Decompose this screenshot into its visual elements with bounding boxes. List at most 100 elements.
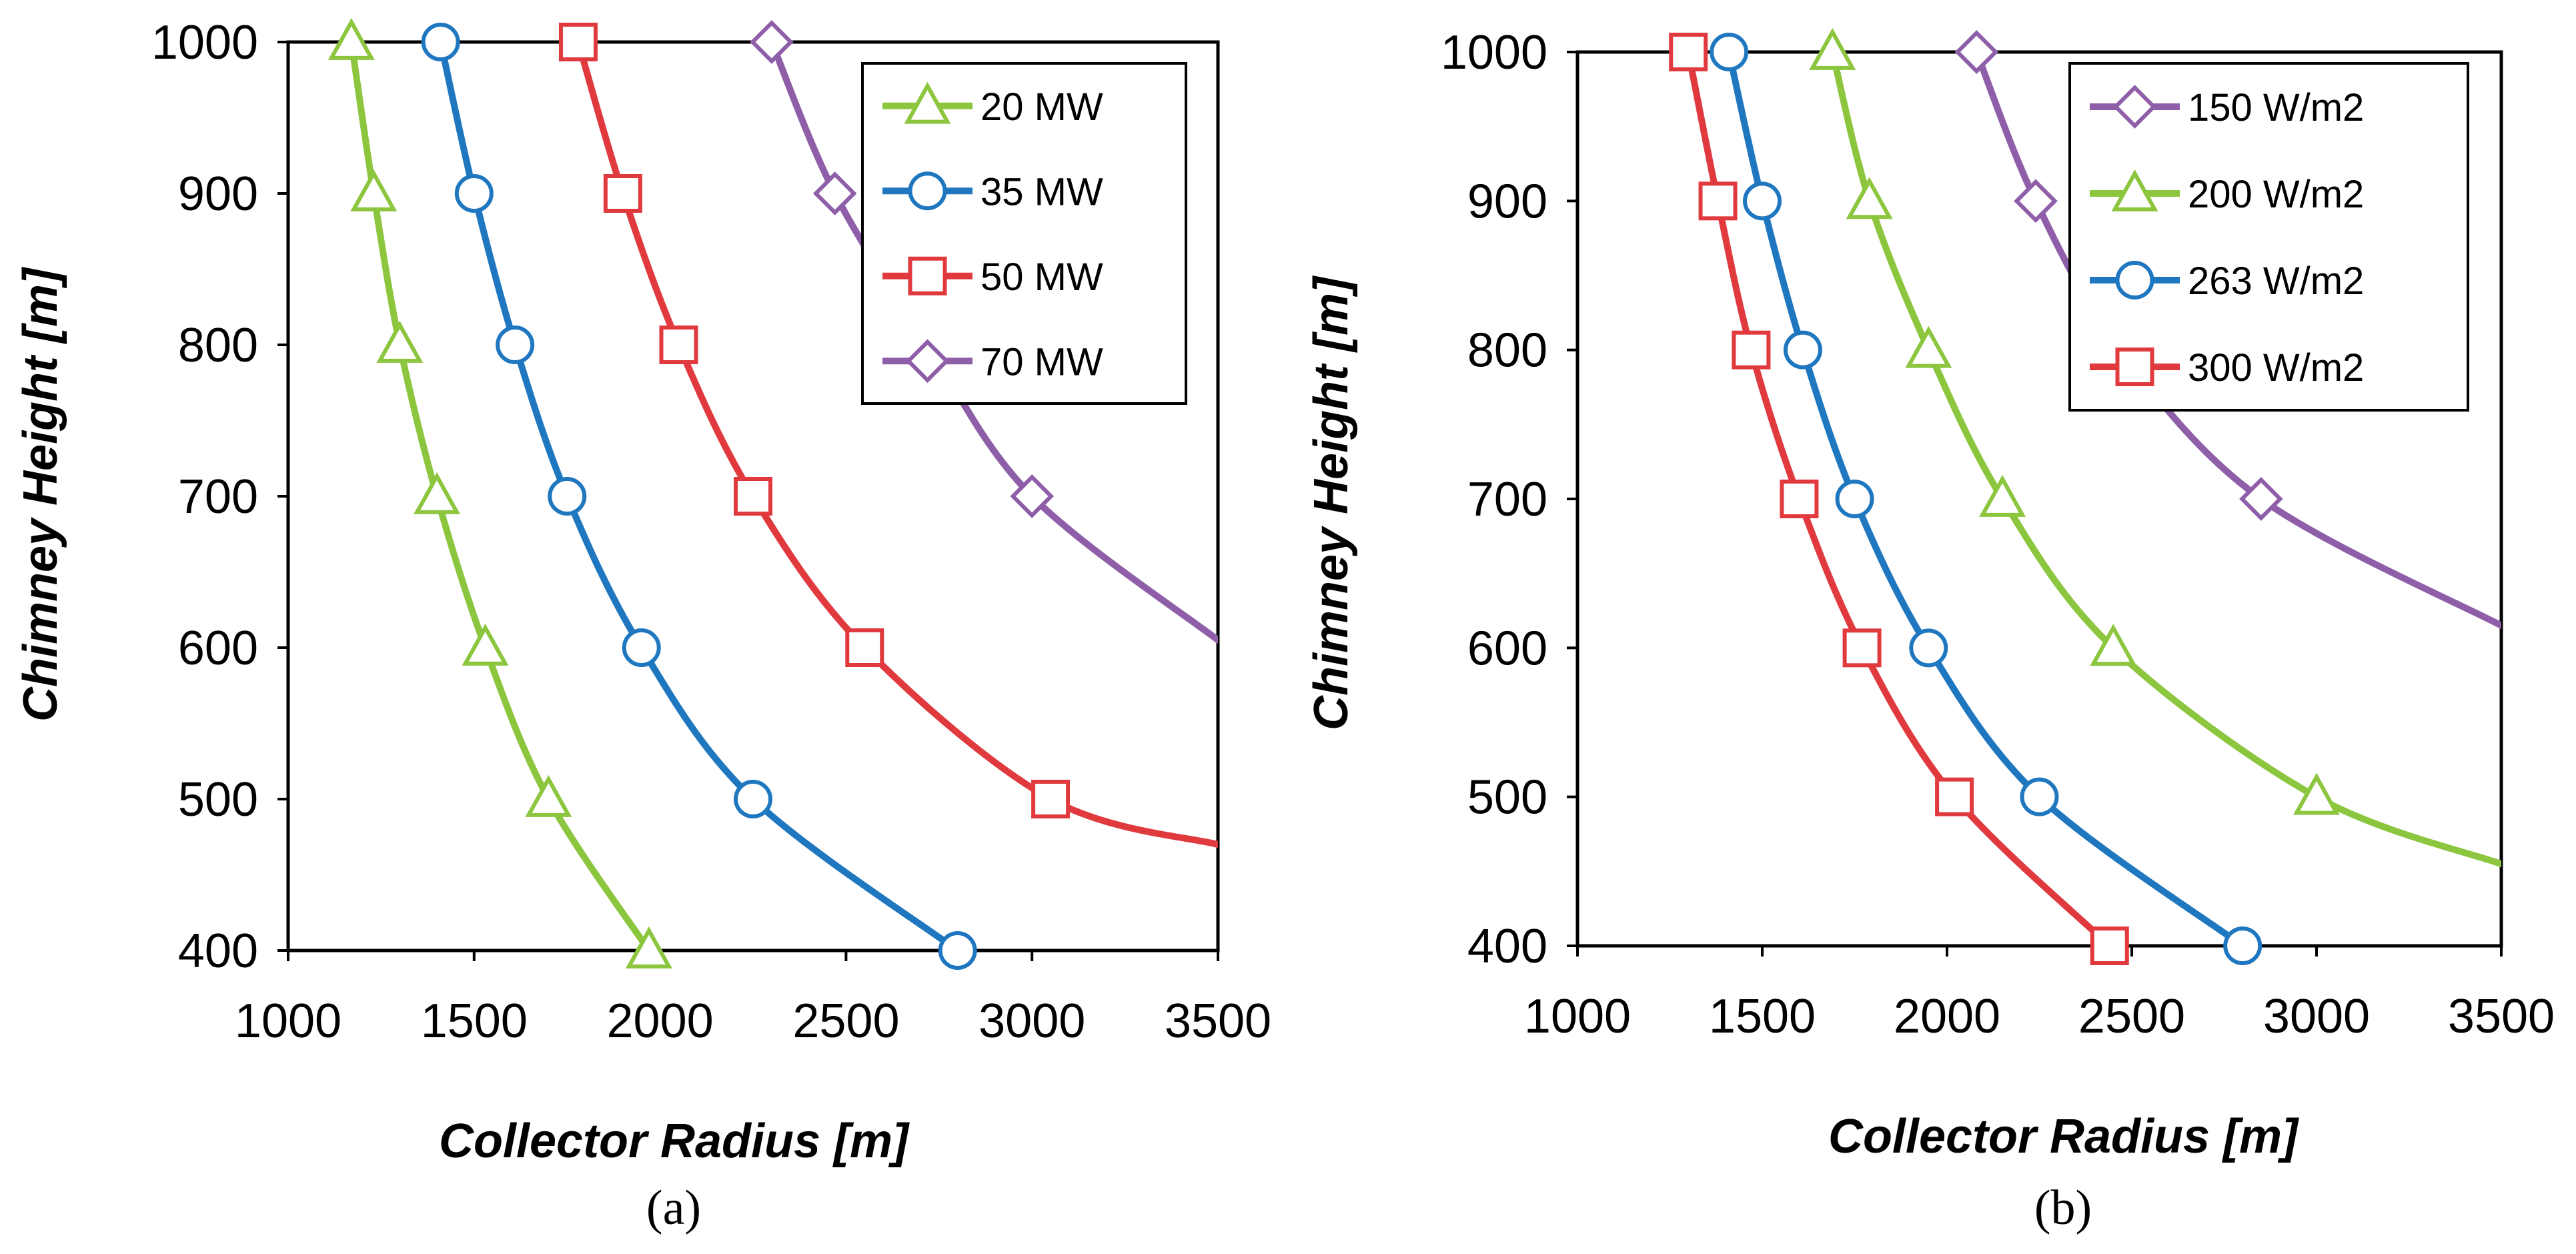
y-tick-label-b: 700 (1467, 473, 1547, 526)
legend-a: 20 MW 35 MW 50 MW 70 MW (861, 62, 1187, 405)
y-tick-label-b: 900 (1467, 175, 1547, 228)
data-point (558, 23, 598, 61)
y-tick-label-a: 500 (178, 773, 258, 826)
y-axis-title-b: Chimney Height [m] (1305, 275, 1358, 730)
legend-marker (908, 171, 947, 211)
data-point (1669, 33, 1708, 71)
data-point (750, 20, 794, 64)
data-point (1780, 480, 1819, 518)
data-point (845, 628, 884, 667)
data-point (421, 23, 460, 61)
x-tick-label-a: 3500 (1165, 995, 1271, 1048)
data-point (1809, 27, 1856, 70)
data-point (2223, 926, 2263, 965)
legend-label: 300 W/m2 (2188, 346, 2364, 390)
x-tick-label-a: 1500 (421, 995, 528, 1048)
y-tick-label-a: 1000 (151, 16, 258, 69)
y-tick-label-a: 600 (178, 622, 258, 675)
data-point (1732, 330, 1771, 370)
x-axis-title-b: Collector Radius [m] (1828, 1110, 2299, 1163)
data-point (734, 477, 772, 516)
legend-marker (2115, 261, 2154, 299)
data-point (462, 623, 509, 666)
data-point (1954, 30, 1999, 74)
data-point (625, 926, 672, 969)
legend-label: 70 MW (981, 340, 1103, 384)
series-a-2 (558, 23, 1218, 848)
data-point (1979, 474, 2026, 517)
series-b-2 (1710, 33, 2263, 965)
legend-marker (905, 339, 950, 384)
data-point (454, 174, 494, 213)
x-axis-title-a: Collector Radius [m] (439, 1115, 910, 1168)
x-tick-label-a: 2500 (792, 995, 899, 1048)
data-point (734, 780, 772, 818)
y-tick-label-b: 1000 (1441, 26, 1547, 79)
data-point (622, 628, 661, 667)
x-tick-label-b: 3500 (2448, 990, 2555, 1043)
legend-marker (908, 256, 947, 295)
x-tick-label-b: 2500 (2078, 990, 2185, 1043)
legend-marker (2111, 169, 2158, 211)
data-point (1698, 181, 1738, 221)
series-a-0 (328, 17, 672, 969)
panel-label-a: (a) (646, 1181, 701, 1235)
data-point (548, 477, 587, 516)
data-point (1743, 181, 1782, 221)
data-point (414, 472, 461, 514)
x-tick-label-b: 1000 (1524, 990, 1631, 1043)
series-b-1 (1809, 27, 2501, 868)
data-point (2020, 777, 2059, 816)
data-point (812, 171, 857, 215)
data-point (525, 774, 572, 817)
data-point (1909, 628, 1948, 668)
data-point (2239, 477, 2283, 521)
x-tick-label-b: 3000 (2263, 990, 2370, 1043)
legend-label: 35 MW (981, 170, 1103, 213)
legend-label: 20 MW (981, 85, 1103, 129)
data-point (2293, 772, 2340, 815)
y-tick-label-a: 400 (178, 924, 258, 978)
legend-marker (2112, 85, 2157, 129)
data-point (2014, 179, 2058, 223)
data-point (376, 320, 424, 363)
data-point (659, 326, 698, 364)
legend-label: 150 W/m2 (2188, 86, 2364, 129)
x-tick-label-a: 3000 (979, 995, 1085, 1048)
data-point (2090, 624, 2137, 666)
data-point (603, 174, 642, 213)
y-tick-label-b: 500 (1467, 771, 1547, 824)
y-tick-label-a: 900 (178, 167, 258, 221)
data-point (1010, 474, 1055, 518)
data-point (938, 931, 977, 970)
x-tick-label-b: 1500 (1709, 990, 1816, 1043)
data-point (496, 326, 535, 364)
y-tick-label-a: 800 (178, 319, 258, 372)
data-point (1031, 780, 1071, 818)
y-tick-label-b: 800 (1467, 324, 1547, 378)
data-point (350, 169, 398, 211)
data-point (1846, 177, 1893, 219)
y-tick-label-b: 400 (1467, 920, 1547, 973)
data-point (1835, 480, 1874, 518)
data-point (328, 17, 375, 60)
data-point (2090, 926, 2129, 965)
data-point (1842, 628, 1882, 668)
y-axis-title-a: Chimney Height [m] (14, 267, 67, 722)
chart-b: (b) Collector Radius [m] Chimney Height … (1305, 26, 2555, 1235)
data-point (1935, 777, 1974, 816)
series-b-3 (1669, 33, 2129, 965)
legend-label: 50 MW (981, 255, 1103, 299)
x-tick-label-a: 1000 (235, 995, 342, 1048)
legend-b: 150 W/m2 200 W/m2 263 W/m2 300 W/m2 (2068, 62, 2469, 412)
data-point (1710, 33, 1749, 71)
y-tick-label-a: 700 (178, 470, 258, 524)
legend-marker (904, 81, 951, 124)
legend-label: 200 W/m2 (2188, 173, 2364, 216)
series-a-1 (421, 23, 977, 970)
x-tick-label-b: 2000 (1894, 990, 2000, 1043)
legend-marker (2115, 348, 2154, 386)
x-tick-label-a: 2000 (607, 995, 714, 1048)
legend-label: 263 W/m2 (2188, 259, 2364, 303)
